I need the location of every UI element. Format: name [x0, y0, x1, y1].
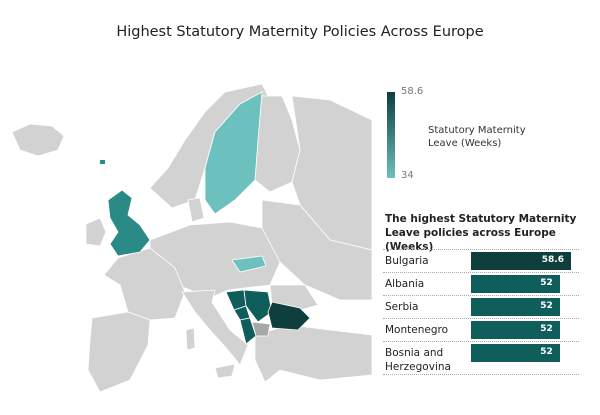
table-row: Bosnia and Herzegovina 52 [383, 342, 579, 375]
bar-label: Albania [385, 277, 465, 291]
legend-max: 58.6 [401, 86, 423, 97]
bar-value-label: 52 [540, 347, 553, 357]
table-row: Bulgaria 58.6 [383, 250, 579, 273]
legend-gradient [387, 92, 395, 178]
united-kingdom [108, 190, 150, 256]
sardinia [186, 328, 195, 350]
bar-label: Montenegro [385, 323, 465, 337]
iberia [88, 312, 150, 392]
bar-label: Bosnia and Herzegovina [385, 346, 465, 374]
bar-label: Bulgaria [385, 254, 465, 268]
bar-value-label: 52 [540, 324, 553, 334]
bar-value-label: 58.6 [542, 255, 564, 265]
iceland [12, 124, 64, 156]
bar-table: Bulgaria 58.6 Albania 52 Serbia 52 Montenegro 5… [383, 249, 579, 375]
table-row: Serbia 52 [383, 296, 579, 319]
faroe-islands [100, 160, 105, 164]
table-row: Montenegro 52 [383, 319, 579, 342]
ireland [86, 218, 106, 246]
table-title-line1: The highest Statutory Maternity [385, 212, 600, 226]
legend-title-line1: Statutory Maternity [428, 124, 526, 137]
bar: 52 [471, 275, 560, 293]
bar: 58.6 [471, 252, 571, 270]
legend-title-line2: Leave (Weeks) [428, 137, 526, 150]
denmark [188, 198, 204, 222]
table-row: Albania 52 [383, 273, 579, 296]
greece-turkey [255, 325, 372, 382]
table-title: The highest Statutory MaternityLeave pol… [385, 212, 600, 254]
europe-map [0, 0, 380, 415]
chart-root: Highest Statutory Maternity Policies Acr… [0, 0, 600, 415]
sicily [215, 364, 235, 378]
bar-value-label: 52 [540, 278, 553, 288]
bar: 52 [471, 321, 560, 339]
bar: 52 [471, 298, 560, 316]
legend-min: 34 [401, 170, 414, 181]
bar-label: Serbia [385, 300, 465, 314]
bar: 52 [471, 344, 560, 362]
legend-title: Statutory MaternityLeave (Weeks) [428, 124, 526, 150]
bar-value-label: 52 [540, 301, 553, 311]
